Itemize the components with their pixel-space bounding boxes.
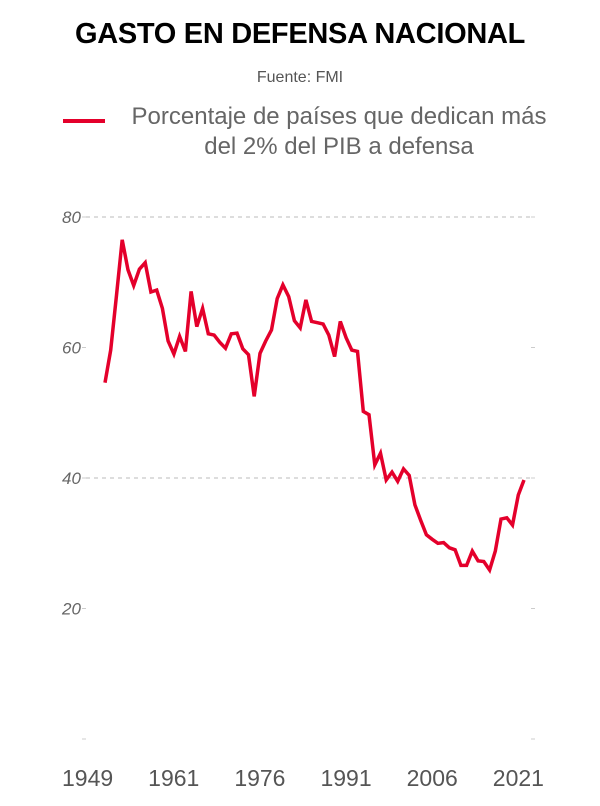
x-tick-label: 2006 [406, 765, 458, 791]
y-tick-label: 40 [62, 469, 81, 488]
x-tick-label: 1961 [148, 765, 200, 791]
x-tick-label: 1949 [62, 765, 114, 791]
x-tick-label: 1976 [234, 765, 286, 791]
y-tick-label: 20 [61, 600, 81, 619]
x-axis-labels: 1949 1961 1976 1991 2006 2021 [62, 765, 544, 792]
chart-source: Fuente: FMI [256, 69, 344, 86]
x-tick-label: 1991 [320, 765, 372, 791]
legend-swatch [63, 119, 105, 123]
legend-label: Porcentaje de países que dedican más del… [131, 103, 547, 160]
x-tick-label: 2021 [492, 765, 544, 791]
series-line [103, 239, 526, 575]
y-tick-label: 60 [62, 339, 81, 358]
chart-title: GASTO EN DEFENSA NACIONAL [74, 18, 526, 50]
y-tick-label: 80 [62, 208, 81, 227]
